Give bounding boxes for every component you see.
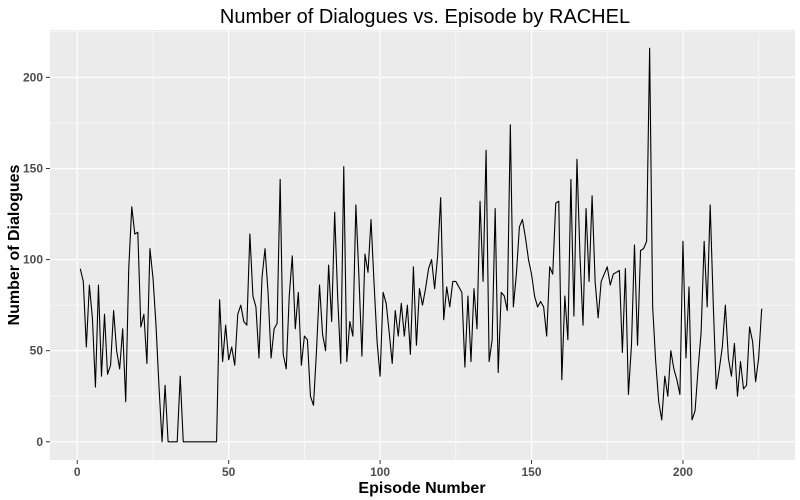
x-axis-title: Episode Number	[358, 480, 485, 497]
x-tick-label: 50	[222, 465, 236, 479]
y-axis-ticks: 0 50 100 150 200	[23, 70, 50, 449]
chart-title: Number of Dialogues vs. Episode by RACHE…	[220, 6, 630, 28]
series-line-rachel	[79, 47, 763, 443]
y-axis-title: Number of Dialogues	[6, 164, 23, 325]
x-tick-label: 100	[370, 465, 390, 479]
x-tick-label: 0	[74, 465, 81, 479]
plot-panel	[50, 30, 795, 460]
y-tick-label: 100	[23, 253, 43, 267]
y-tick-label: 50	[30, 344, 44, 358]
x-tick-label: 200	[673, 465, 693, 479]
x-axis-ticks: 0 50 100 150 200	[74, 460, 693, 479]
y-tick-label: 200	[23, 70, 43, 84]
y-tick-label: 0	[36, 435, 43, 449]
x-tick-label: 150	[522, 465, 542, 479]
y-tick-label: 150	[23, 161, 43, 175]
